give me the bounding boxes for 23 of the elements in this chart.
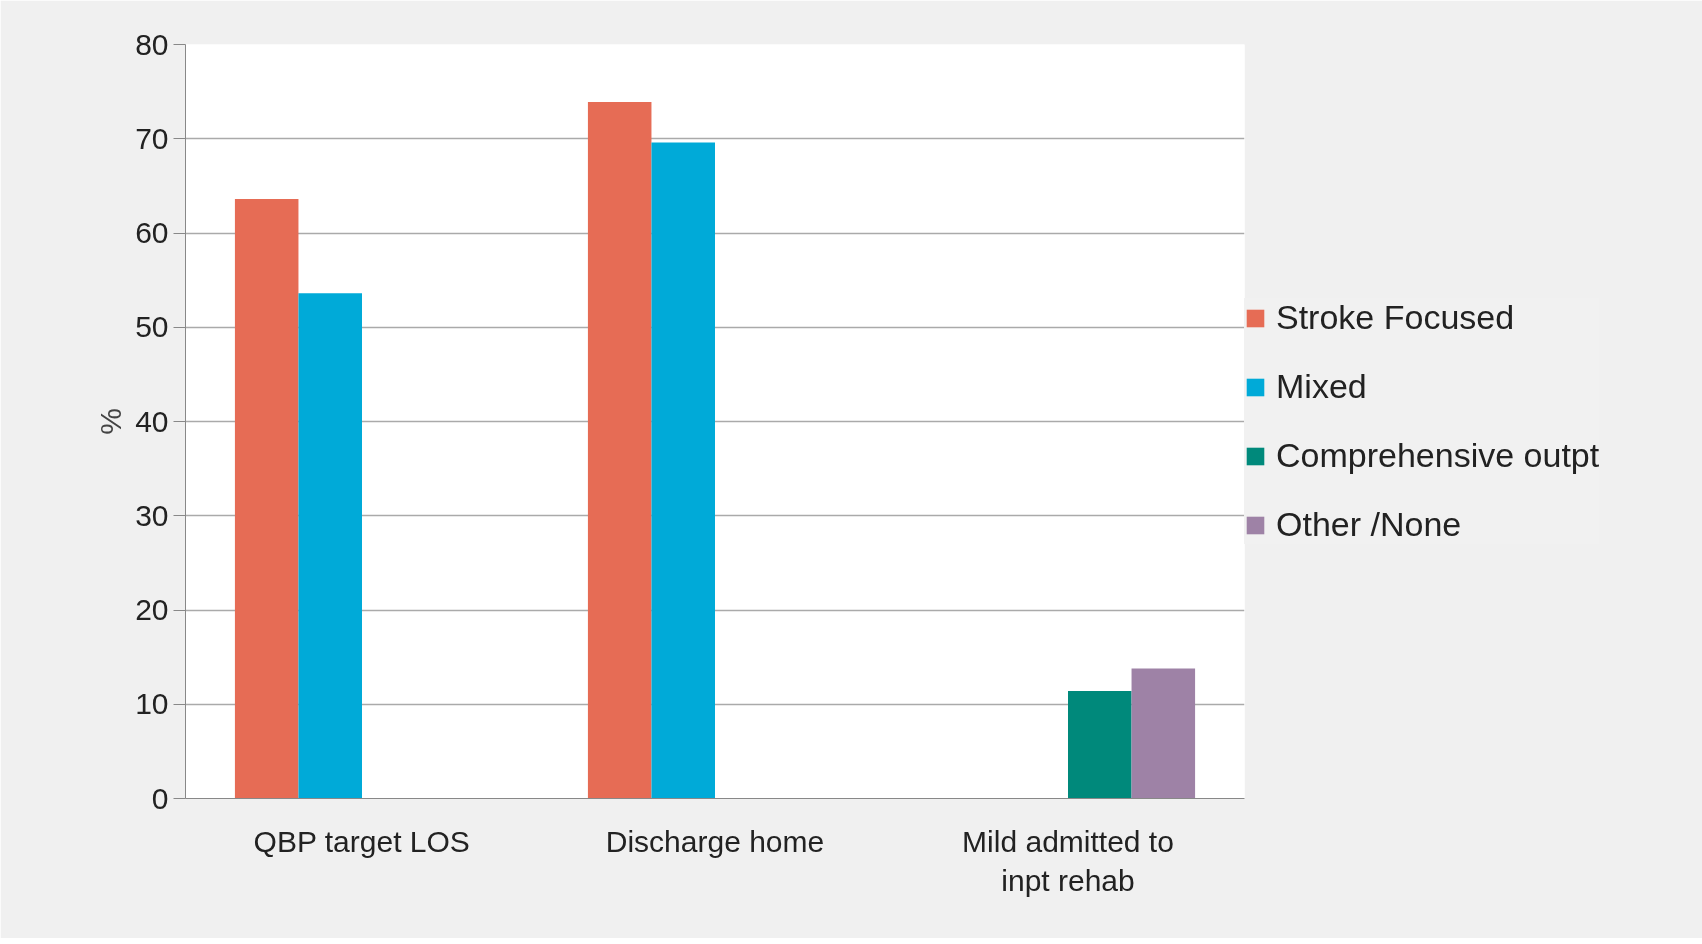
y-tick-label: 30	[135, 498, 169, 532]
y-tick-label: 10	[135, 687, 169, 721]
bar	[234, 199, 299, 799]
bar	[1131, 668, 1196, 799]
x-tick-label: Discharge home	[605, 824, 825, 858]
legend-label: Other /None	[1276, 505, 1462, 544]
legend-label: Comprehensive outpt	[1276, 436, 1600, 475]
y-tick-label: 80	[135, 27, 169, 61]
bar	[587, 101, 652, 799]
y-tick-label: 60	[135, 216, 169, 249]
bar	[1068, 691, 1132, 799]
y-tick-label: 50	[135, 310, 169, 344]
y-axis-title: %	[94, 408, 128, 435]
legend-label: Mixed	[1276, 367, 1367, 406]
bar	[651, 142, 715, 799]
y-tick-label: 40	[135, 404, 169, 438]
bar	[298, 293, 362, 799]
y-tick-label: 20	[135, 593, 169, 626]
y-tick-label: 0	[151, 781, 169, 815]
y-tick-label: 70	[135, 121, 169, 155]
legend-label: Stroke Focused	[1276, 298, 1515, 337]
x-tick-label: Mild admitted to inpt rehab	[962, 824, 1174, 898]
x-tick-label: QBP target LOS	[253, 824, 470, 858]
